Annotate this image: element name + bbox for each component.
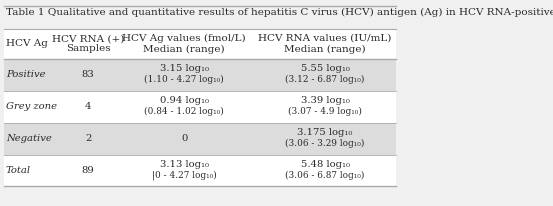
Text: Table 1 Qualitative and quantitative results of hepatitis C virus (HCV) antigen : Table 1 Qualitative and quantitative res…: [6, 8, 553, 17]
Bar: [4, 123, 395, 154]
Text: (3.06 - 3.29 log₁₀): (3.06 - 3.29 log₁₀): [285, 139, 365, 148]
Text: 4: 4: [85, 102, 91, 111]
Text: 3.15 log₁₀: 3.15 log₁₀: [160, 64, 208, 73]
Bar: [4, 29, 395, 59]
Text: |0 - 4.27 log₁₀): |0 - 4.27 log₁₀): [152, 171, 216, 180]
Text: HCV Ag values (fmol/L)
Median (range): HCV Ag values (fmol/L) Median (range): [122, 34, 246, 54]
Text: Grey zone: Grey zone: [6, 102, 57, 111]
Bar: [4, 91, 395, 123]
Text: (3.12 - 6.87 log₁₀): (3.12 - 6.87 log₁₀): [285, 75, 365, 84]
Text: Positive: Positive: [6, 70, 45, 79]
Text: (3.06 - 6.87 log₁₀): (3.06 - 6.87 log₁₀): [285, 171, 365, 180]
Text: 2: 2: [85, 134, 91, 143]
Bar: [4, 59, 395, 91]
Text: HCV Ag: HCV Ag: [6, 39, 48, 48]
Text: (1.10 - 4.27 log₁₀): (1.10 - 4.27 log₁₀): [144, 75, 224, 84]
Text: 3.13 log₁₀: 3.13 log₁₀: [160, 160, 208, 169]
Text: 0.94 log₁₀: 0.94 log₁₀: [160, 96, 208, 105]
Text: 83: 83: [82, 70, 95, 79]
Text: HCV RNA values (IU/mL)
Median (range): HCV RNA values (IU/mL) Median (range): [258, 34, 392, 54]
Text: Negative: Negative: [6, 134, 52, 143]
Text: 5.55 log₁₀: 5.55 log₁₀: [301, 64, 349, 73]
Text: 89: 89: [82, 166, 95, 175]
Bar: [4, 154, 395, 186]
Text: 3.39 log₁₀: 3.39 log₁₀: [301, 96, 349, 105]
Text: Total: Total: [6, 166, 31, 175]
Text: 0: 0: [181, 134, 187, 143]
Text: HCV RNA (+)
Samples: HCV RNA (+) Samples: [52, 34, 124, 54]
Text: 3.175 log₁₀: 3.175 log₁₀: [298, 128, 353, 137]
Text: (3.07 - 4.9 log₁₀): (3.07 - 4.9 log₁₀): [288, 107, 362, 116]
Text: (0.84 - 1.02 log₁₀): (0.84 - 1.02 log₁₀): [144, 107, 224, 116]
Text: 5.48 log₁₀: 5.48 log₁₀: [300, 160, 349, 169]
